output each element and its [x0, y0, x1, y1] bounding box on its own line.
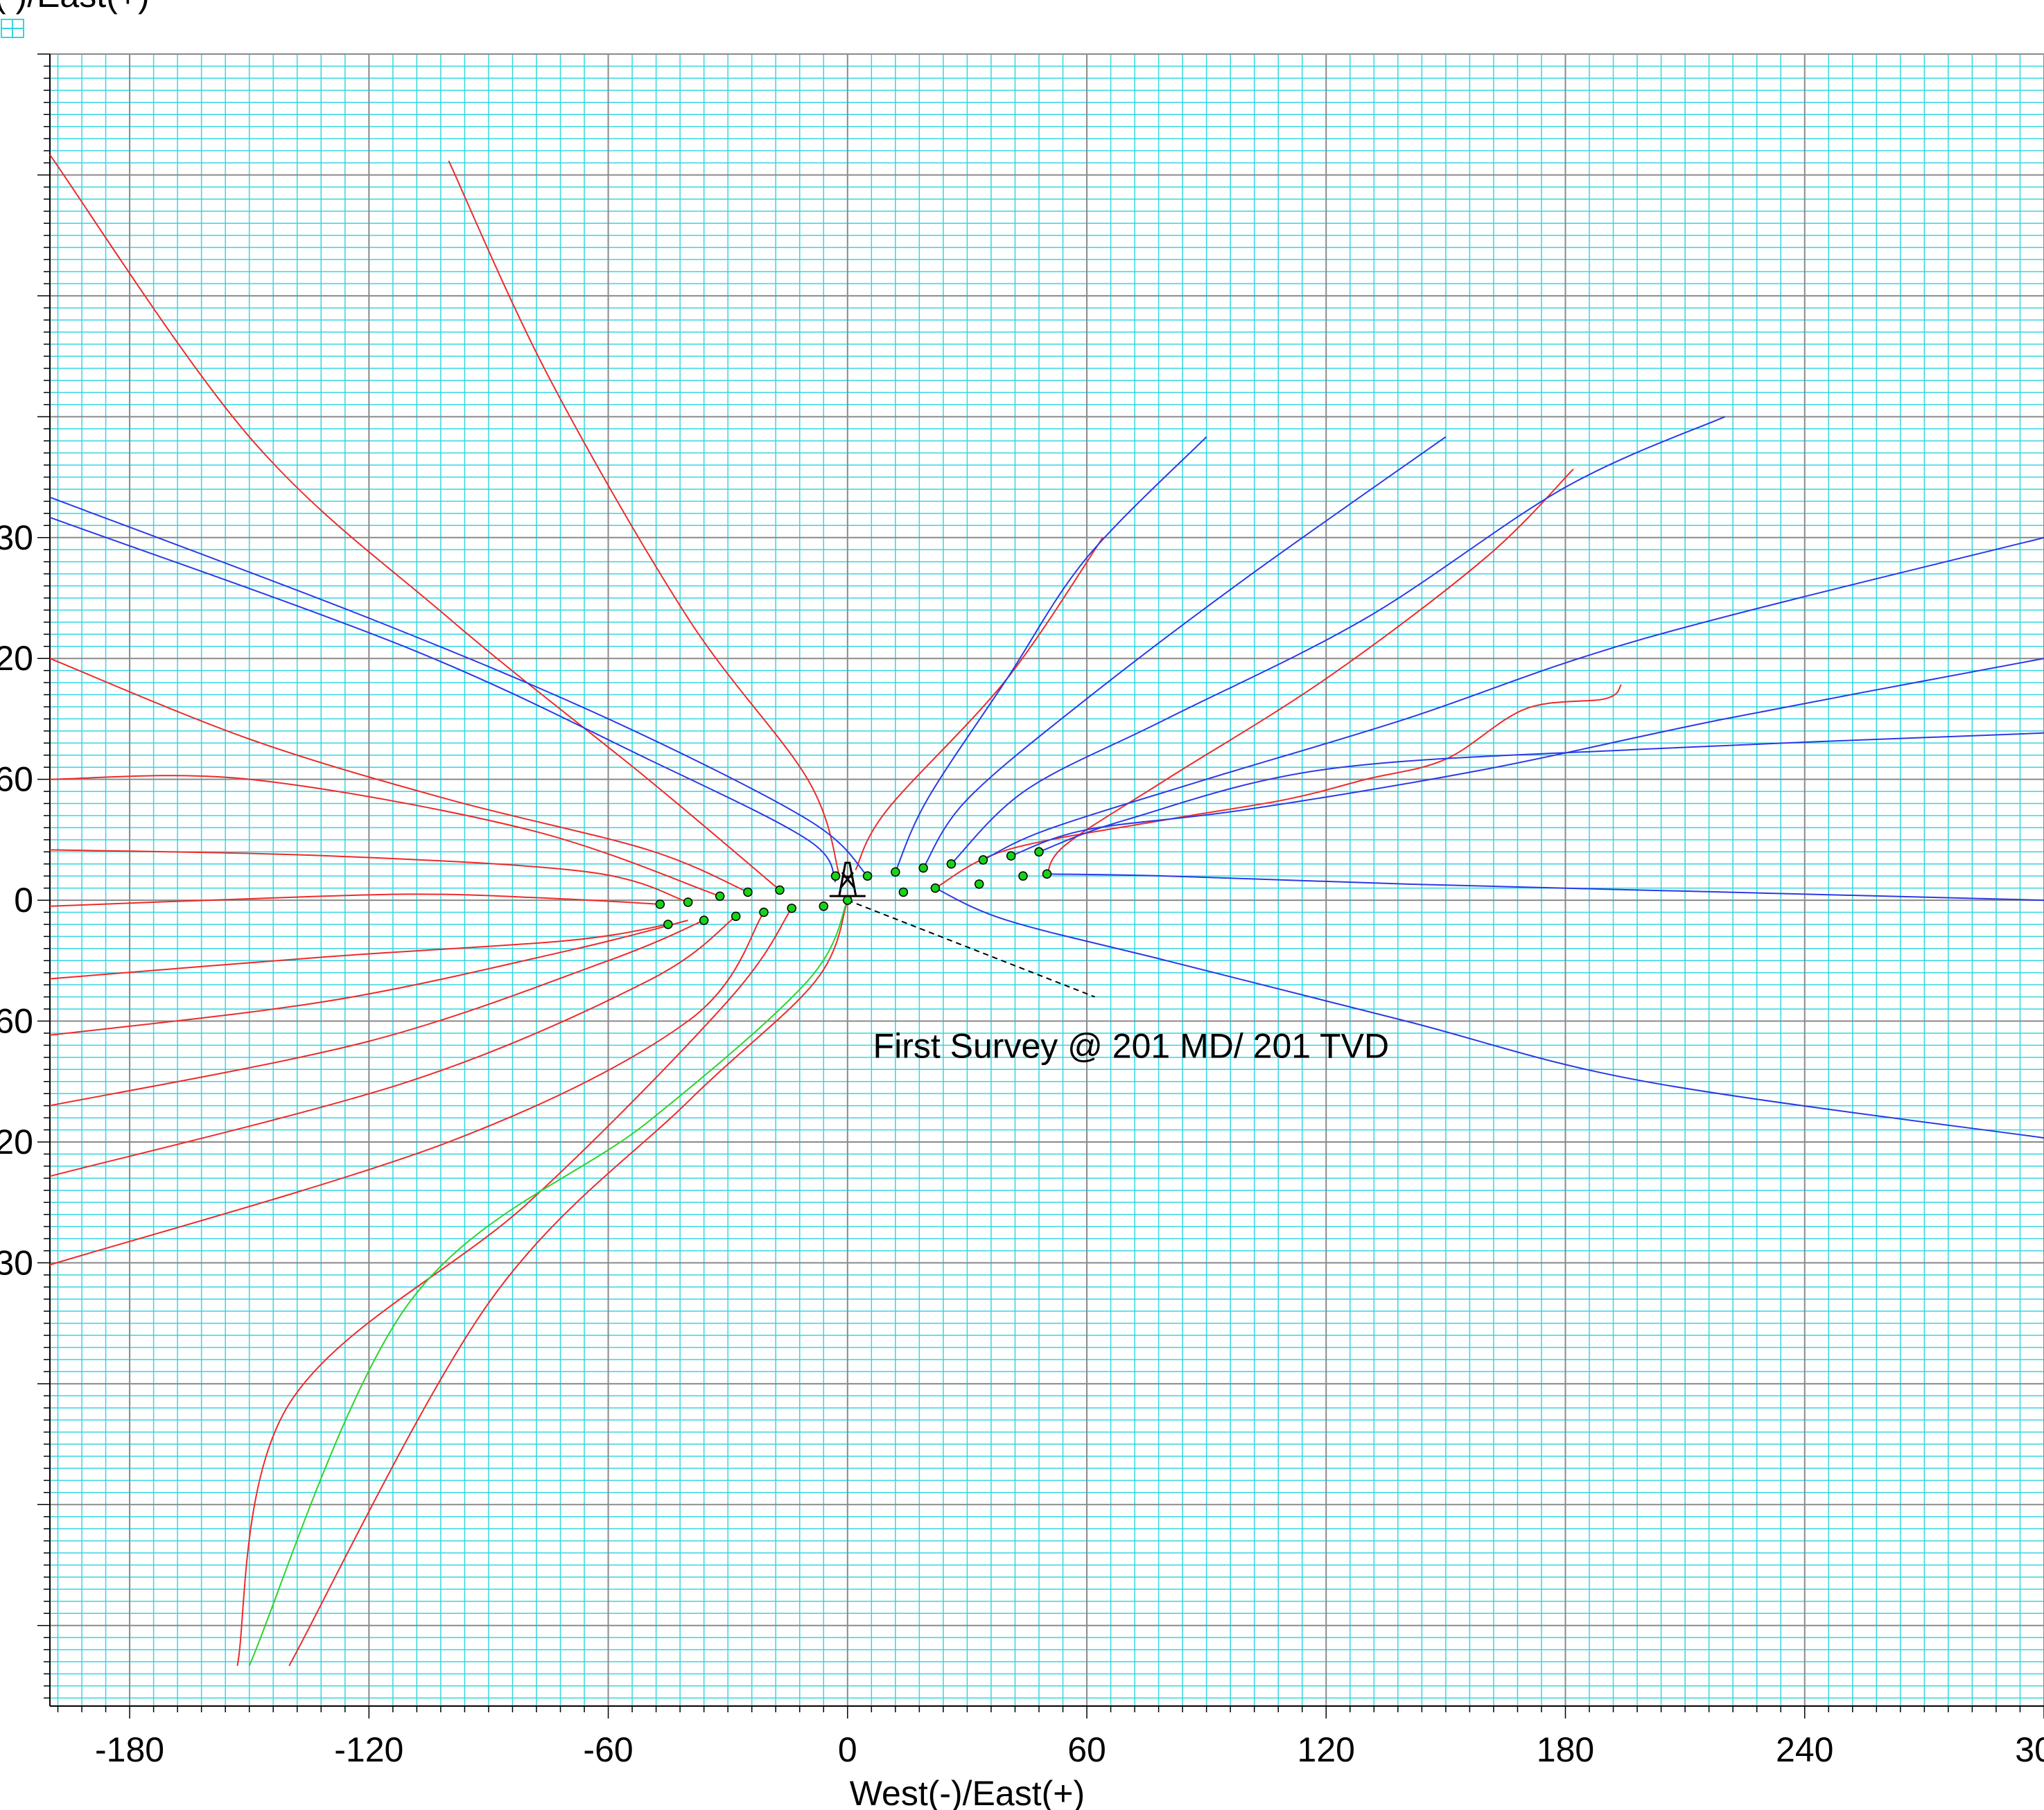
- major-grid: [50, 53, 2044, 1706]
- well-path-red-10: [49, 911, 765, 1266]
- well-path-blue-20: [950, 416, 1726, 865]
- survey-point-marker: [862, 871, 873, 881]
- well-path-blue-23: [1038, 732, 2044, 853]
- well-path-red-8: [49, 920, 705, 1107]
- wellhead-icon: [829, 861, 866, 897]
- well-path-red-5: [49, 893, 661, 907]
- y-tick-labels: 30 20 60 0 60 20 30: [0, 518, 33, 1283]
- well-path-blue-17: [49, 496, 868, 877]
- survey-points-layer: [655, 847, 1052, 929]
- survey-point-marker: [819, 902, 829, 911]
- survey-point-marker: [775, 885, 785, 895]
- well-path-red-14: [934, 684, 1622, 889]
- x-tick-label: -120: [334, 1730, 403, 1769]
- well-path-red-3: [49, 775, 721, 897]
- survey-point-marker: [1018, 871, 1028, 881]
- derrick-shape: [829, 861, 866, 897]
- well-path-red-7: [49, 920, 688, 1036]
- y-tick-label: 20: [0, 639, 33, 678]
- x-axis-label: West(-)/East(+): [850, 1774, 1085, 1810]
- well-path-blue-16: [49, 516, 837, 883]
- x-tick-labels: -180 -120 -60 0 60 120 180 240 300: [95, 1730, 2044, 1769]
- survey-point-marker: [787, 903, 796, 913]
- well-path-blue-18: [894, 436, 1207, 872]
- minor-grid: [50, 53, 2044, 1706]
- survey-point-marker: [699, 915, 709, 925]
- survey-point-marker: [655, 899, 665, 909]
- well-path-blue-21: [982, 536, 2044, 861]
- survey-point-marker: [930, 883, 941, 893]
- well-path-green-26: [248, 899, 848, 1667]
- y-tick-label: 30: [0, 518, 33, 557]
- series-layer: [49, 154, 2044, 1667]
- survey-point-marker: [891, 867, 900, 877]
- x-tick-label: 180: [1537, 1730, 1594, 1769]
- well-path-red-6: [49, 924, 669, 980]
- well-path-red-2: [49, 658, 749, 893]
- survey-point-marker: [830, 871, 841, 881]
- survey-point-marker: [1006, 851, 1016, 861]
- survey-point-marker: [1042, 869, 1052, 879]
- survey-point-marker: [1034, 847, 1044, 857]
- well-path-blue-19: [923, 436, 1447, 869]
- survey-point-marker: [715, 891, 725, 902]
- well-path-red-9: [49, 915, 737, 1177]
- well-path-blue-25: [934, 887, 2044, 1139]
- well-path-red-15: [855, 537, 1103, 870]
- y-tick-label: 0: [14, 881, 33, 920]
- survey-point-marker: [663, 920, 673, 929]
- annotation-text: First Survey @ 201 MD/ 201 TVD: [873, 1027, 1390, 1066]
- survey-point-marker: [843, 895, 853, 905]
- survey-point-marker: [974, 879, 984, 889]
- survey-point-marker: [898, 887, 909, 897]
- x-tick-label: 300: [2015, 1730, 2044, 1769]
- y-tick-label: 60: [0, 760, 33, 799]
- well-path-red-11: [236, 908, 793, 1667]
- survey-point-marker: [946, 859, 957, 869]
- x-tick-label: 0: [838, 1730, 857, 1769]
- survey-point-marker: [759, 907, 769, 917]
- well-path-red-1: [49, 154, 780, 891]
- x-tick-label: -180: [95, 1730, 164, 1769]
- y-tick-label: 60: [0, 1002, 33, 1041]
- y-tick-label: 20: [0, 1123, 33, 1161]
- x-tick-label: 60: [1067, 1730, 1106, 1769]
- well-path-blue-24: [1047, 873, 2044, 902]
- survey-point-marker: [978, 855, 988, 865]
- x-tick-label: -60: [583, 1730, 633, 1769]
- axis-ticks: [37, 53, 2044, 1719]
- x-tick-label: 240: [1776, 1730, 1833, 1769]
- survey-point-marker: [743, 887, 753, 897]
- y-axis-label-partial: ( )/East(+): [0, 0, 150, 15]
- annotation-layer: First Survey @ 201 MD/ 201 TVD: [847, 899, 1390, 1066]
- well-path-red-4: [49, 849, 688, 903]
- survey-point-marker: [731, 911, 741, 922]
- grid-corner-icon: [1, 19, 24, 38]
- survey-point-marker: [918, 863, 928, 873]
- survey-point-marker: [683, 897, 693, 907]
- well-path-red-12: [288, 899, 848, 1667]
- x-tick-label: 120: [1298, 1730, 1355, 1769]
- annotation-leader-line: [847, 899, 1095, 998]
- y-tick-label: 30: [0, 1243, 33, 1282]
- well-path-red-0: [448, 160, 841, 877]
